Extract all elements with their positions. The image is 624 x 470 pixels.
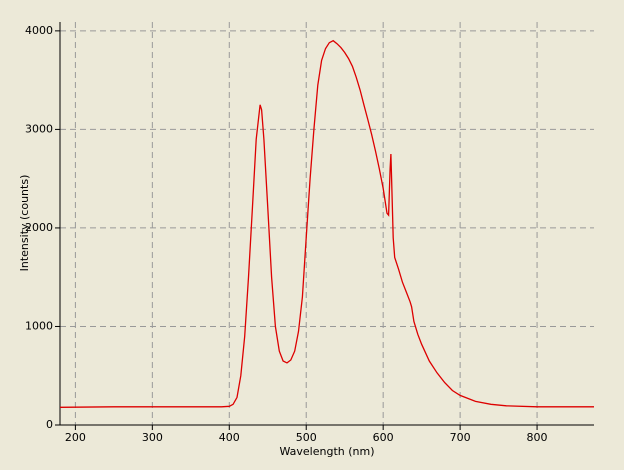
- y-tick-label: 4000: [25, 24, 53, 37]
- x-tick-label: 200: [65, 431, 86, 444]
- x-tick-label: 800: [527, 431, 548, 444]
- y-tick-label: 1000: [25, 319, 53, 332]
- y-axis-label: Intensity (counts): [18, 175, 31, 272]
- x-axis-label: Wavelength (nm): [279, 445, 374, 458]
- x-tick-label: 700: [450, 431, 471, 444]
- x-tick-label: 500: [296, 431, 317, 444]
- y-tick-label: 3000: [25, 122, 53, 135]
- x-tick-label: 400: [219, 431, 240, 444]
- spectrum-line: [59, 39, 594, 408]
- x-tick-label: 600: [373, 431, 394, 444]
- y-tick-label: 0: [46, 418, 53, 431]
- x-tick-label: 300: [142, 431, 163, 444]
- y-tick-label: 2000: [25, 221, 53, 234]
